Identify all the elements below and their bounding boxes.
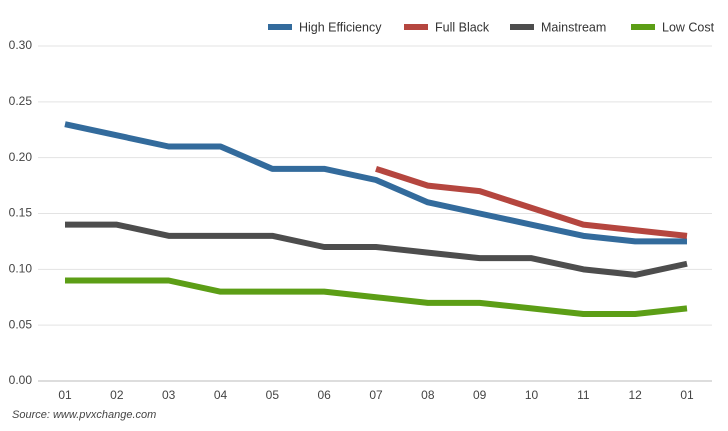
series-line	[65, 221, 688, 278]
legend-label: Mainstream	[541, 20, 606, 34]
series-line	[65, 277, 688, 317]
legend-swatch	[510, 24, 534, 30]
legend-label: Full Black	[435, 20, 490, 34]
x-tick-label: 03	[162, 388, 176, 402]
x-tick-label: 02	[110, 388, 124, 402]
y-tick-label: 0.15	[9, 206, 33, 220]
y-tick-label: 0.20	[9, 150, 33, 164]
series-line	[375, 165, 688, 239]
y-tick-label: 0.25	[9, 94, 33, 108]
x-tick-label: 11	[577, 388, 590, 402]
y-tick-label: 0.05	[9, 317, 33, 331]
x-tick-label: 05	[266, 388, 280, 402]
legend-swatch	[631, 24, 655, 30]
y-tick-label: 0.30	[9, 38, 33, 52]
y-tick-label: 0.10	[9, 262, 33, 276]
x-tick-label: 06	[317, 388, 331, 402]
series-line	[64, 121, 687, 245]
x-tick-label: 10	[525, 388, 539, 402]
x-tick-label: 09	[473, 388, 487, 402]
source-note: Source: www.pvxchange.com	[12, 409, 156, 421]
legend: High Efficiency Full Black Mainstream Low C…	[268, 20, 715, 34]
y-tick-label: 0.00	[9, 373, 33, 387]
legend-swatch	[268, 24, 292, 30]
legend-label: Low Cost	[662, 20, 715, 34]
x-tick-label: 08	[421, 388, 435, 402]
x-tick-label: 12	[628, 388, 642, 402]
x-tick-label: 04	[214, 388, 228, 402]
legend-label: High Efficiency	[299, 20, 382, 34]
x-tick-label: 01	[58, 388, 72, 402]
x-tick-label: 01	[680, 388, 694, 402]
legend-swatch	[404, 24, 428, 30]
x-tick-label: 07	[369, 388, 383, 402]
